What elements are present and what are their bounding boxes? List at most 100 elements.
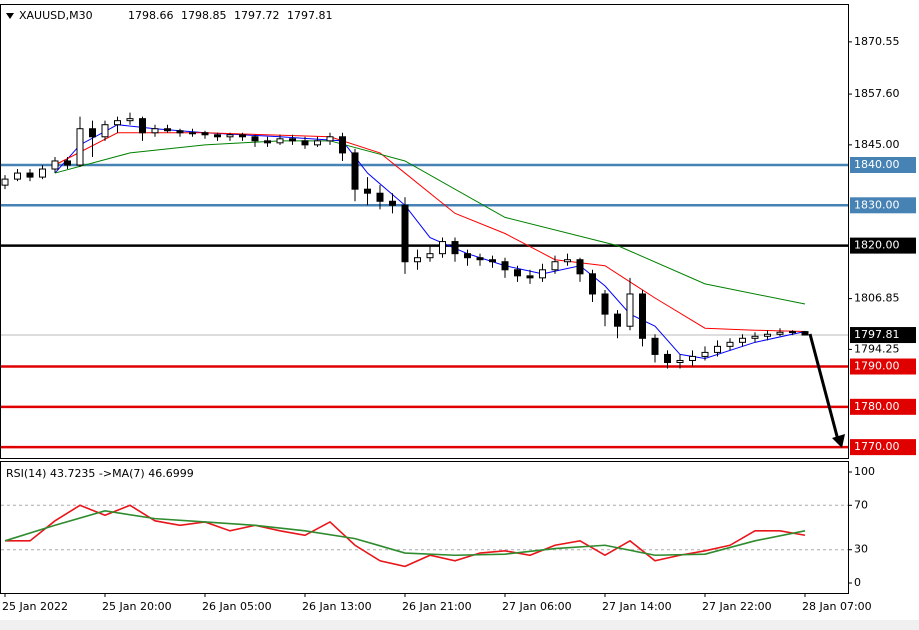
x-tick-label: 27 Jan 22:00 bbox=[702, 600, 772, 613]
candle-body bbox=[364, 188, 371, 194]
x-tick-label: 27 Jan 06:00 bbox=[502, 600, 572, 613]
candle-body bbox=[126, 118, 134, 122]
candle-body bbox=[639, 293, 646, 339]
level-label-bg bbox=[850, 197, 916, 214]
candle-body bbox=[414, 257, 421, 263]
y-tick-label: 0 bbox=[854, 576, 861, 589]
x-tick-label: 25 Jan 20:00 bbox=[102, 600, 172, 613]
x-tick-label: 26 Jan 05:00 bbox=[202, 600, 272, 613]
candle-body bbox=[114, 120, 121, 126]
x-tick-label: 28 Jan 07:00 bbox=[802, 600, 872, 613]
candle-body bbox=[764, 333, 771, 337]
candle-body bbox=[526, 275, 534, 279]
candle-body bbox=[501, 261, 509, 271]
level-label-bg bbox=[850, 237, 916, 254]
status-strip bbox=[0, 620, 919, 630]
candle-body bbox=[626, 293, 634, 327]
symbol: XAUUSD,M30 bbox=[19, 9, 93, 22]
candle-body bbox=[389, 200, 396, 206]
candle-body bbox=[726, 341, 734, 347]
candle-body bbox=[101, 124, 109, 138]
candle-body bbox=[751, 335, 759, 339]
price-label-bg bbox=[850, 327, 916, 344]
rsi-title: RSI(14) 43.7235 ->MA(7) 46.6999 bbox=[6, 467, 194, 480]
rsi-frame bbox=[0, 461, 849, 594]
candle-body bbox=[439, 241, 446, 255]
candle-body bbox=[451, 241, 459, 255]
candle-body bbox=[339, 136, 346, 154]
forecast-arrow bbox=[808, 333, 840, 441]
level-label-bg bbox=[850, 157, 916, 174]
close: 1797.81 bbox=[287, 9, 333, 22]
candle-body bbox=[64, 160, 71, 166]
candle-body bbox=[14, 172, 21, 180]
main-frame bbox=[0, 4, 849, 459]
indicator-line bbox=[4, 510, 806, 557]
level-label-bg bbox=[850, 439, 916, 456]
candle-body bbox=[514, 269, 521, 277]
y-tick-label: 30 bbox=[854, 543, 868, 556]
candle-body bbox=[401, 204, 409, 263]
candle-body bbox=[326, 136, 334, 142]
candle-body bbox=[464, 253, 471, 259]
candle-body bbox=[139, 118, 146, 134]
y-tick-label: 100 bbox=[854, 465, 875, 478]
candle-body bbox=[314, 140, 321, 146]
candle-body bbox=[151, 128, 159, 134]
candle-body bbox=[276, 138, 284, 144]
candle-body bbox=[189, 132, 196, 135]
candle-body bbox=[676, 359, 684, 363]
candle-body bbox=[251, 136, 259, 142]
low: 1797.72 bbox=[234, 9, 280, 22]
level-label: 1830.00 bbox=[854, 198, 900, 211]
candle-body bbox=[776, 331, 784, 335]
candle-body bbox=[489, 259, 496, 263]
open: 1798.66 bbox=[128, 9, 174, 22]
candle-body bbox=[426, 253, 434, 259]
candle-body bbox=[801, 331, 809, 336]
candle-body bbox=[164, 128, 171, 132]
candle-body bbox=[601, 293, 609, 315]
plot-layer: 1870.55 1857.60 1845.00 1806.85 1794.25 1840.… bbox=[1, 35, 916, 613]
indicator-line bbox=[5, 504, 806, 568]
candle-body bbox=[789, 331, 796, 334]
x-tick-label: 26 Jan 13:00 bbox=[302, 600, 372, 613]
level-label-bg bbox=[850, 398, 916, 415]
high: 1798.85 bbox=[181, 9, 227, 22]
candle-body bbox=[476, 257, 484, 261]
candle-body bbox=[664, 353, 671, 363]
candle-body bbox=[51, 160, 59, 170]
y-tick-label: 1794.25 bbox=[854, 342, 900, 355]
candle-body bbox=[539, 269, 546, 279]
candle-body bbox=[614, 313, 621, 327]
y-tick-label: 1806.85 bbox=[854, 292, 900, 305]
candle-body bbox=[351, 152, 359, 190]
level-label: 1820.00 bbox=[854, 239, 900, 252]
y-tick-label: 1845.00 bbox=[854, 138, 900, 151]
candle-body bbox=[576, 259, 584, 275]
y-tick-label: 70 bbox=[854, 498, 868, 511]
y-tick-label: 1857.60 bbox=[854, 87, 900, 100]
candle-body bbox=[201, 132, 209, 136]
candle-body bbox=[76, 128, 84, 166]
level-label-bg bbox=[850, 358, 916, 375]
indicator-line bbox=[54, 140, 806, 305]
candle-body bbox=[214, 134, 221, 138]
candle-body bbox=[301, 140, 309, 146]
menu-arrow[interactable] bbox=[6, 13, 14, 19]
candle-body bbox=[714, 345, 721, 353]
forecast-arrowhead bbox=[832, 434, 845, 448]
candle-body bbox=[376, 192, 384, 202]
y-tick-label: 1870.55 bbox=[854, 35, 900, 48]
candle-body bbox=[39, 168, 46, 178]
candle-body bbox=[551, 261, 559, 271]
candle-body bbox=[289, 138, 296, 142]
candle-body bbox=[26, 172, 34, 178]
x-tick-label: 25 Jan 2022 bbox=[2, 600, 68, 613]
candle-body bbox=[589, 273, 596, 295]
candle-body bbox=[264, 140, 271, 144]
candle-body bbox=[651, 337, 659, 355]
